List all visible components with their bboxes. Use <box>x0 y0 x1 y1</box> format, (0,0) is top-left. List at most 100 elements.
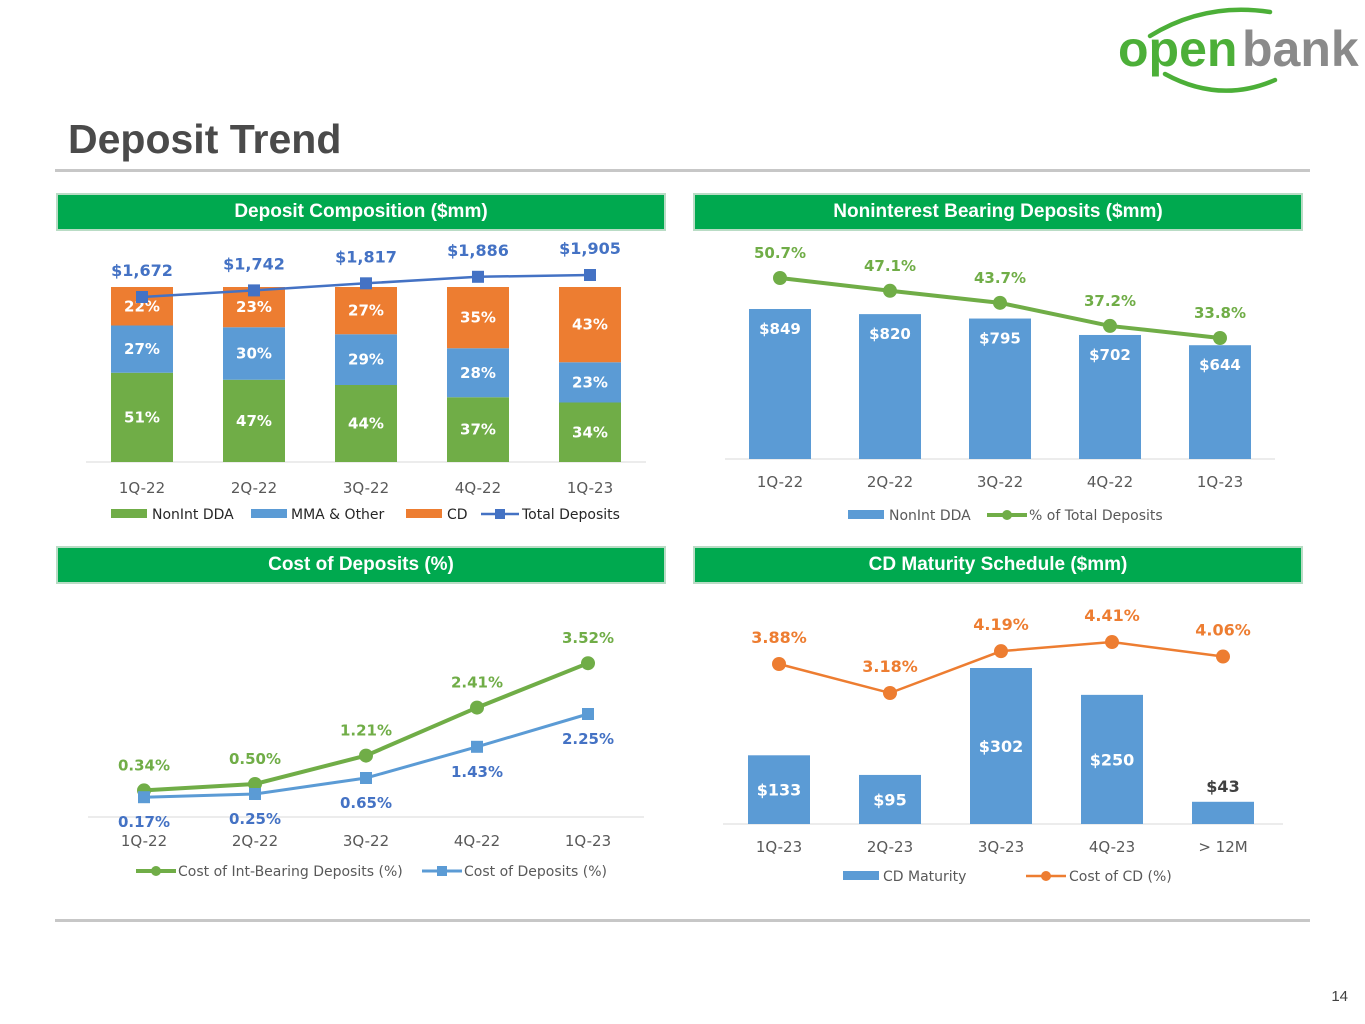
bar-nonint-dda <box>335 385 397 462</box>
panel-header-deposit-composition: Deposit Composition ($mm) <box>56 193 666 231</box>
marker-pct-total-deposits <box>1213 331 1227 345</box>
bar-cd <box>335 287 397 335</box>
legend-marker-pct-total-deposits <box>1002 510 1012 520</box>
data-label-total-deposits: $1,886 <box>447 241 509 260</box>
data-label-total-deposits: $1,672 <box>111 261 173 280</box>
data-label-total-deposits: $1,742 <box>223 254 285 273</box>
data-label-cost-of-int-bearing-deposits: 3.52% <box>562 629 614 647</box>
x-tick-label: 3Q-23 <box>978 838 1024 856</box>
bar-mma-other <box>559 362 621 403</box>
x-tick-label: 4Q-23 <box>1089 838 1135 856</box>
x-tick-label: 2Q-22 <box>232 832 278 850</box>
bar-nonint-dda <box>1189 345 1251 459</box>
data-label-cost-of-cd: 4.06% <box>1195 621 1251 640</box>
data-label-cost-of-int-bearing-deposits: 1.21% <box>340 722 392 740</box>
data-label-pct-total-deposits: 47.1% <box>864 257 916 275</box>
marker-total-deposits <box>136 291 148 303</box>
data-label-total-deposits: $1,905 <box>559 239 621 258</box>
x-tick-label: 3Q-22 <box>343 832 389 850</box>
data-label-nonint-dda: 51% <box>124 408 160 426</box>
bar-nonint-dda <box>969 318 1031 459</box>
x-tick-label: 1Q-23 <box>565 832 611 850</box>
data-label-nonint-dda: $820 <box>869 325 911 343</box>
data-label-nonint-dda: $702 <box>1089 346 1131 364</box>
legend-swatch-nonint-dda <box>848 510 884 519</box>
marker-cost-of-deposits <box>471 740 483 753</box>
marker-cost-of-int-bearing-deposits <box>470 700 484 715</box>
marker-cost-of-deposits <box>582 708 594 720</box>
x-tick-label: 1Q-22 <box>119 479 165 497</box>
legend-swatch-mma-other <box>251 509 287 518</box>
data-label-cd-maturity: $250 <box>1090 750 1135 769</box>
data-label-cost-of-deposits: 1.43% <box>451 763 503 781</box>
data-label-nonint-dda: $795 <box>979 330 1021 348</box>
x-tick-label: 2Q-22 <box>231 479 277 497</box>
bar-cd-maturity <box>859 774 921 824</box>
logo-word-bank: bank <box>1242 21 1359 77</box>
legend-label-cost-of-cd: Cost of CD (%) <box>1069 869 1172 885</box>
data-label-cd: 27% <box>348 302 384 320</box>
marker-pct-total-deposits <box>883 283 897 298</box>
deposit-composition-chart: 51% 27% 22% 1Q-22 47% 30% 23% 2Q-22 44% 29% 27% 3Q-… <box>86 239 646 523</box>
bar-cd-maturity <box>1081 694 1143 824</box>
marker-cost-of-cd <box>1105 635 1119 650</box>
x-tick-label: 4Q-22 <box>454 832 500 850</box>
legend-label-mma-other: MMA & Other <box>291 507 385 523</box>
marker-cost-of-int-bearing-deposits <box>248 777 262 791</box>
data-label-total-deposits: $1,817 <box>335 247 397 266</box>
marker-pct-total-deposits <box>773 271 787 285</box>
bar-cd <box>447 287 509 349</box>
panel-header-noninterest-deposits: Noninterest Bearing Deposits ($mm) <box>693 193 1303 231</box>
panel-header-cost-of-deposits: Cost of Deposits (%) <box>56 546 666 584</box>
data-label-cost-of-cd: 3.18% <box>862 657 918 676</box>
data-label-mma-other: 29% <box>348 351 384 369</box>
bar-cd-maturity <box>748 755 810 824</box>
legend-marker-cost-of-deposits <box>437 866 447 876</box>
noninterest-deposits-chart: $849 1Q-22 $820 2Q-22 $795 3Q-22 $702 4Q-22 $644… <box>725 244 1275 524</box>
openbank-logo: open bank <box>1118 7 1359 93</box>
data-label-mma-other: 28% <box>460 364 496 382</box>
legend-label-pct-total-deposits: % of Total Deposits <box>1029 508 1163 524</box>
marker-cost-of-cd <box>772 657 786 671</box>
x-tick-label: 2Q-23 <box>867 838 913 856</box>
bar-mma-other <box>111 325 173 373</box>
marker-total-deposits <box>248 284 260 297</box>
data-label-mma-other: 27% <box>124 340 160 358</box>
legend-swatch-cd <box>406 509 442 518</box>
marker-pct-total-deposits <box>1103 318 1117 333</box>
x-tick-label: 1Q-23 <box>756 838 802 856</box>
page-number: 14 <box>1331 988 1348 1005</box>
data-label-pct-total-deposits: 43.7% <box>974 269 1026 287</box>
data-label-cd: 22% <box>124 297 160 315</box>
logo-word-open: open <box>1118 21 1237 77</box>
legend-label-nonint-dda: NonInt DDA <box>889 508 971 524</box>
page-title: Deposit Trend <box>68 116 342 162</box>
data-label-nonint-dda: 34% <box>572 423 608 441</box>
x-tick-label: 3Q-22 <box>343 479 389 497</box>
marker-total-deposits <box>360 277 372 290</box>
title-divider <box>55 169 1310 172</box>
data-label-pct-total-deposits: 33.8% <box>1194 304 1246 322</box>
bar-mma-other <box>447 348 509 398</box>
cd-maturity-chart: $133 1Q-23 $95 2Q-23 $302 3Q-23 $250 4Q-23 $43 > … <box>723 606 1283 885</box>
x-tick-label: 1Q-22 <box>121 832 167 850</box>
marker-cost-of-cd <box>994 644 1008 659</box>
panel-header-cd-maturity: CD Maturity Schedule ($mm) <box>693 546 1303 584</box>
marker-cost-of-deposits <box>138 791 150 804</box>
legend-swatch-cd-maturity <box>843 871 879 880</box>
bar-nonint-dda <box>1079 334 1141 459</box>
marker-cost-of-deposits <box>249 788 261 800</box>
legend-label-cost-of-deposits: Cost of Deposits (%) <box>464 864 607 880</box>
footer-divider <box>55 919 1310 922</box>
data-label-cost-of-deposits: 0.25% <box>229 810 281 828</box>
data-label-pct-total-deposits: 37.2% <box>1084 292 1136 310</box>
bar-mma-other <box>335 334 397 385</box>
x-tick-label: 3Q-22 <box>977 473 1023 491</box>
x-tick-label: > 12M <box>1198 838 1247 856</box>
legend-label-nonint-dda: NonInt DDA <box>152 507 234 523</box>
marker-total-deposits <box>584 269 596 281</box>
bar-mma-other <box>223 327 285 380</box>
data-label-cost-of-cd: 3.88% <box>751 628 807 647</box>
x-tick-label: 4Q-22 <box>455 479 501 497</box>
marker-cost-of-deposits <box>360 772 372 784</box>
